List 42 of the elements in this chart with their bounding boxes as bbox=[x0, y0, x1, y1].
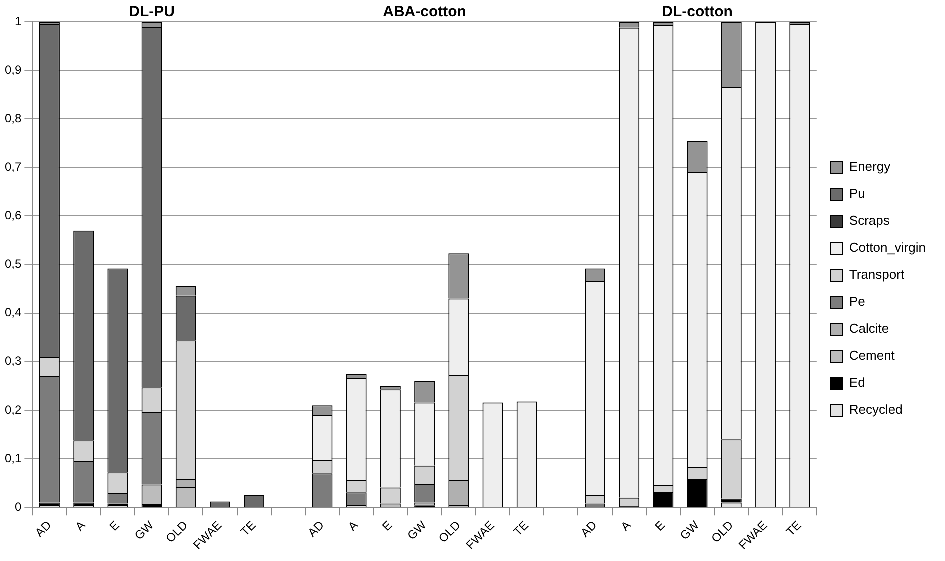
y-tick-label: 1 bbox=[14, 14, 22, 28]
x-tick-label: TE bbox=[238, 518, 259, 540]
y-tick-label: 0,1 bbox=[4, 451, 22, 466]
x-tick-label: A bbox=[618, 518, 634, 534]
legend-label: Calcite bbox=[849, 321, 890, 336]
legend-label: Pu bbox=[849, 186, 866, 202]
x-tick-label: E bbox=[652, 518, 668, 534]
x-tick-label: TE bbox=[510, 518, 532, 540]
x-tick-label: TE bbox=[784, 518, 804, 540]
x-tick-label: AD bbox=[305, 518, 328, 540]
legend-label: Energy bbox=[849, 159, 892, 174]
x-tick-label: GW bbox=[678, 518, 702, 543]
legend-label: Scraps bbox=[849, 213, 890, 228]
legend-label: Cement bbox=[849, 348, 896, 364]
legend-label: Recycled bbox=[849, 402, 903, 418]
x-tick-label: E bbox=[380, 518, 396, 534]
x-tick-label: OLD bbox=[436, 518, 464, 546]
text: ABA-cotton bbox=[383, 4, 466, 21]
x-tick-label: E bbox=[106, 518, 122, 534]
x-tick-label: AD bbox=[578, 518, 600, 540]
x-tick-label: OLD bbox=[708, 518, 736, 546]
legend-label: Pe bbox=[849, 294, 866, 310]
y-tick-label: 0,3 bbox=[4, 354, 22, 368]
y-tick-label: 0,5 bbox=[4, 257, 22, 272]
legend-label: Transport bbox=[849, 267, 905, 282]
y-tick-label: 0,9 bbox=[4, 62, 22, 77]
y-tick-label: 0,8 bbox=[4, 111, 22, 126]
text: DL-PU bbox=[129, 4, 175, 21]
x-tick-label: OLD bbox=[163, 518, 191, 546]
x-tick-label: AD bbox=[32, 518, 54, 540]
y-tick-label: 0,6 bbox=[4, 208, 22, 223]
x-tick-label: A bbox=[345, 518, 362, 534]
y-tick-label: 0,7 bbox=[4, 160, 22, 174]
y-tick-label: 0,4 bbox=[4, 306, 22, 320]
y-tick-label: 0 bbox=[14, 500, 22, 514]
x-tick-label: A bbox=[72, 518, 88, 534]
x-tick-label: GW bbox=[404, 518, 430, 543]
text: DL-cotton bbox=[662, 4, 733, 21]
legend-label: Cotton_virgin bbox=[849, 240, 926, 256]
legend-label: Ed bbox=[849, 375, 866, 390]
x-tick-label: GW bbox=[132, 518, 157, 543]
y-tick-label: 0,2 bbox=[4, 402, 22, 417]
